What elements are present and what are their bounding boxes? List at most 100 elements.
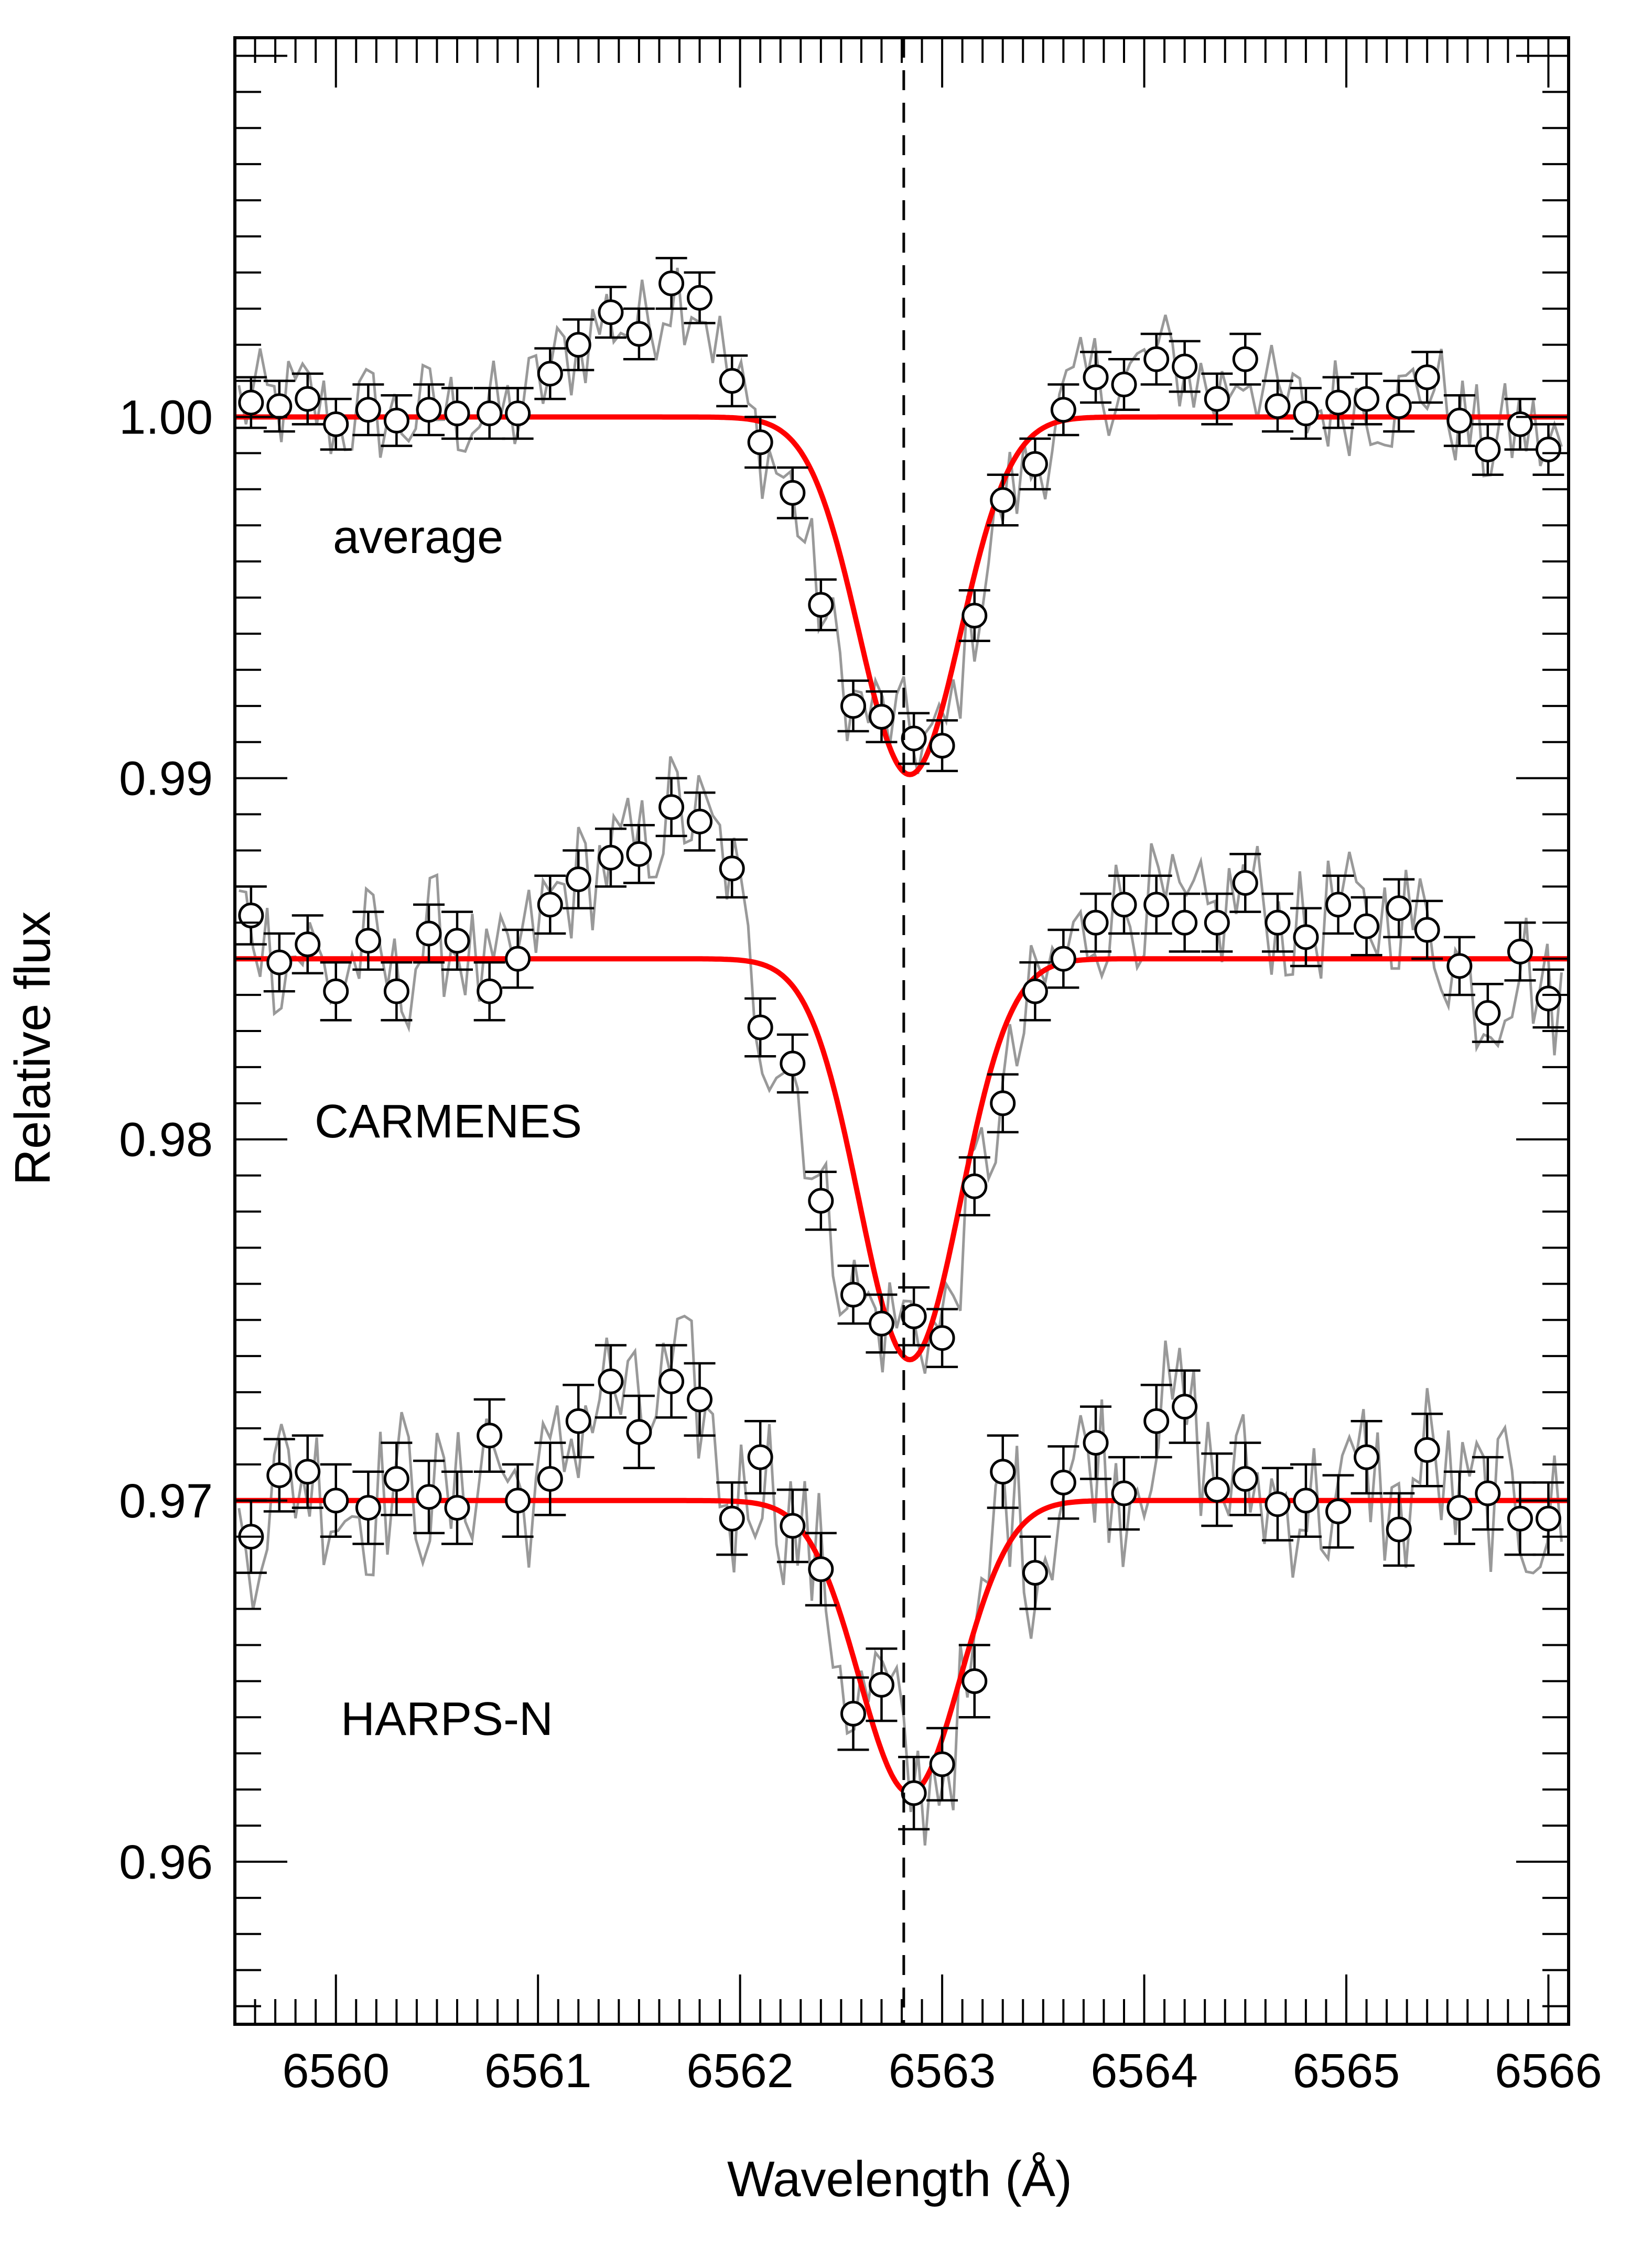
data-point	[383, 407, 409, 433]
data-point	[1354, 386, 1380, 412]
data-point	[808, 1188, 834, 1214]
data-point	[505, 400, 531, 427]
fit-curve	[235, 414, 1569, 777]
data-point	[1111, 892, 1137, 918]
fit-curve	[235, 1497, 1569, 1796]
data-point	[266, 949, 293, 975]
data-point	[355, 928, 381, 954]
data-point	[1414, 1437, 1440, 1463]
data-point	[1265, 393, 1291, 419]
data-point	[383, 978, 409, 1004]
data-point	[868, 1310, 894, 1337]
data-point	[808, 1556, 834, 1582]
data-point	[901, 725, 927, 752]
data-point	[1050, 946, 1076, 972]
x-tick-label: 6562	[686, 2044, 794, 2098]
data-point	[780, 480, 806, 506]
data-point	[565, 332, 591, 358]
data-point	[1446, 407, 1473, 433]
data-point	[687, 1386, 713, 1413]
data-point	[1386, 895, 1412, 921]
data-point	[1172, 1394, 1198, 1420]
data-point	[1446, 1495, 1473, 1521]
data-point	[416, 1484, 442, 1510]
y-axis-title: Relative flux	[5, 911, 61, 1186]
data-point	[719, 855, 745, 882]
data-point	[416, 920, 442, 947]
data-point	[1232, 346, 1258, 372]
y-tick-label: 0.99	[119, 752, 213, 806]
data-point	[962, 603, 988, 629]
raw-spectrum-line	[239, 756, 1563, 1374]
data-point	[687, 808, 713, 834]
data-point	[840, 693, 866, 719]
data-point	[1265, 909, 1291, 936]
data-point	[747, 1014, 773, 1040]
data-point	[1475, 1000, 1501, 1026]
data-point	[1414, 364, 1440, 390]
data-point	[295, 386, 321, 412]
data-point	[1143, 1408, 1170, 1434]
x-tick-label: 6564	[1090, 2044, 1198, 2098]
data-point	[1143, 892, 1170, 918]
data-point	[990, 487, 1016, 513]
data-point	[598, 299, 624, 325]
y-tick-label: 1.00	[119, 391, 213, 444]
x-tick-label: 6563	[889, 2044, 996, 2098]
data-point	[477, 400, 503, 427]
data-point	[295, 931, 321, 958]
data-point	[747, 1444, 773, 1470]
data-point	[962, 1173, 988, 1199]
data-point	[505, 946, 531, 972]
series-label-average: average	[333, 511, 503, 563]
data-point	[444, 1495, 470, 1521]
data-point	[1022, 978, 1048, 1004]
data-point	[1204, 386, 1230, 412]
data-point	[444, 400, 470, 427]
data-point	[1507, 1505, 1533, 1532]
data-point	[1325, 892, 1352, 918]
data-point	[565, 1408, 591, 1434]
data-point	[1022, 1560, 1048, 1586]
axis-ticks	[234, 38, 1570, 2024]
x-tick-label: 6565	[1293, 2044, 1400, 2098]
binned-points	[235, 257, 1564, 1831]
data-point	[1204, 1477, 1230, 1503]
data-point	[1111, 372, 1137, 398]
data-point	[1386, 1516, 1412, 1543]
data-point	[1204, 909, 1230, 936]
data-point	[1475, 437, 1501, 463]
data-point	[1111, 1480, 1137, 1506]
data-point	[780, 1050, 806, 1077]
data-point	[355, 1495, 381, 1521]
data-point	[962, 1668, 988, 1694]
y-tick-label: 0.98	[119, 1113, 213, 1167]
data-point	[1232, 870, 1258, 896]
data-point	[1083, 909, 1109, 936]
data-point	[1414, 917, 1440, 943]
data-point	[383, 1466, 409, 1492]
data-point	[658, 1368, 685, 1394]
data-point	[1050, 397, 1076, 423]
data-point	[626, 321, 652, 347]
data-point	[901, 1303, 927, 1329]
y-tick-label: 0.96	[119, 1836, 213, 1889]
data-point	[747, 429, 773, 455]
raw-spectra	[237, 267, 1563, 1846]
data-point	[1265, 1491, 1291, 1517]
fit-curve	[235, 956, 1569, 1363]
data-point	[266, 393, 293, 419]
data-point	[719, 368, 745, 394]
plot-frame	[233, 36, 1570, 2026]
data-point	[808, 592, 834, 618]
data-point	[238, 902, 264, 928]
data-point	[295, 1459, 321, 1485]
data-point	[1050, 1469, 1076, 1495]
data-point	[1386, 393, 1412, 419]
data-point	[1293, 400, 1319, 427]
data-point	[1535, 437, 1561, 463]
data-point	[1354, 1444, 1380, 1470]
data-point	[868, 703, 894, 730]
data-point	[323, 1488, 349, 1514]
data-point	[537, 892, 563, 918]
